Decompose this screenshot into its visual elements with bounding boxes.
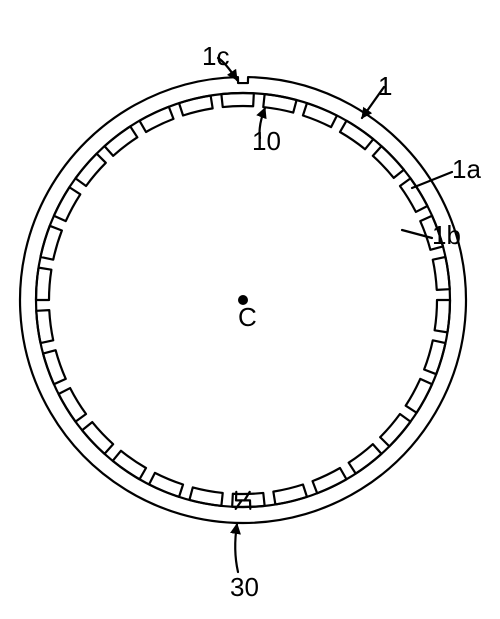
ring-segment [43, 350, 66, 384]
ring-segment [104, 126, 137, 155]
ring-segment [380, 414, 410, 446]
ring-segment [41, 226, 62, 260]
ring-segment [113, 451, 146, 480]
ring-segment [179, 96, 213, 116]
ring-segment [340, 121, 373, 150]
ring-segment [221, 93, 253, 107]
ring-segment [76, 154, 106, 186]
ring-segment [303, 103, 337, 127]
label-inner_ring: 1b [432, 220, 461, 250]
ring-segment [433, 257, 450, 290]
ring-segment [36, 268, 51, 300]
ring-segment [149, 473, 183, 497]
ring-segment [424, 340, 445, 374]
ring-segment [36, 310, 53, 343]
leader-line [412, 172, 452, 188]
ring-segment [273, 485, 307, 505]
leader-arrow [235, 524, 238, 572]
ring-segment [373, 146, 404, 178]
label-notch_top: 1c [202, 41, 229, 71]
ring-segment [349, 444, 382, 473]
ring-segment [263, 94, 296, 112]
ring-segment [140, 107, 174, 132]
ring-segment [406, 379, 432, 413]
label-segment: 10 [252, 126, 281, 156]
ring-segment [54, 187, 80, 221]
ring-segment [435, 300, 450, 332]
ring-segment [189, 487, 222, 505]
label-joint: 30 [230, 572, 259, 602]
ring-segment [82, 422, 113, 454]
label-center: C [238, 302, 257, 332]
ring-segment [59, 388, 86, 422]
ring-segment [313, 468, 347, 493]
leader-line [402, 230, 432, 238]
label-outer_ring: 1a [452, 154, 481, 184]
label-assembly: 1 [378, 71, 392, 101]
